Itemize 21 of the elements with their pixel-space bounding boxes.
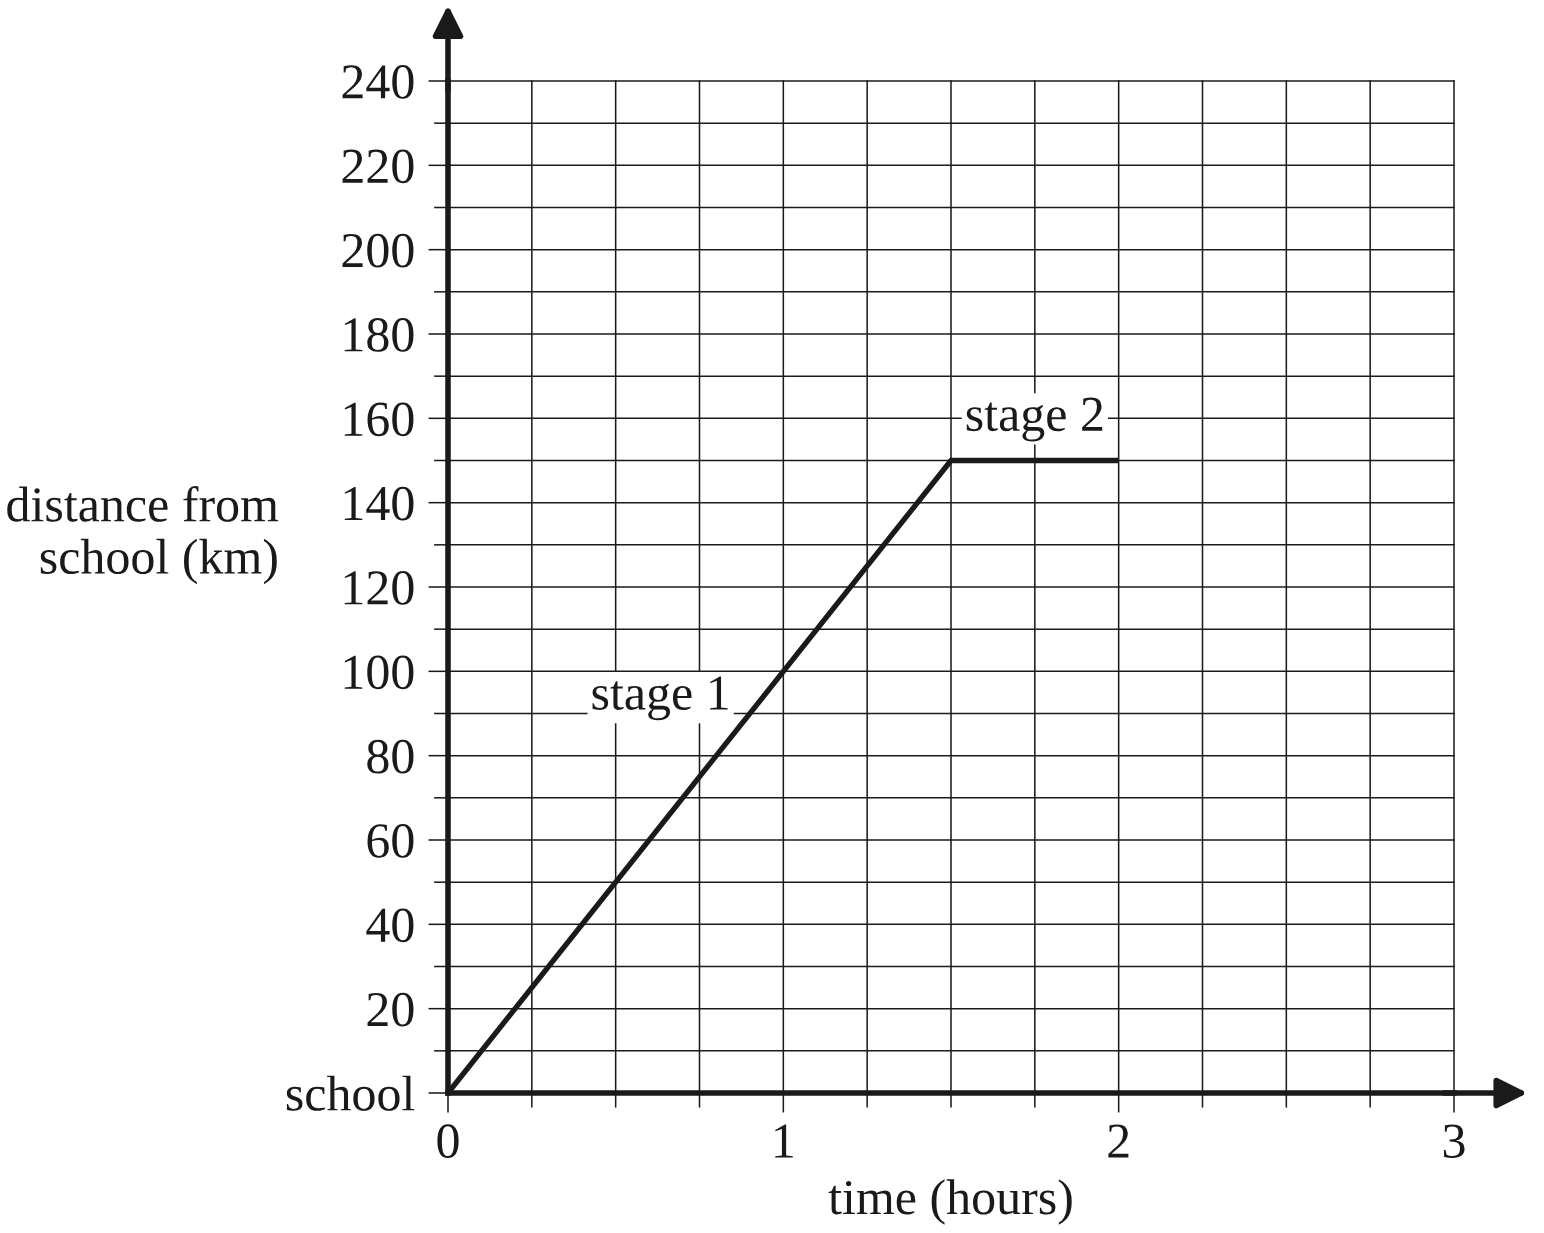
y-axis-title: distance from school (km) — [7, 486, 279, 585]
x-tick-label: 1 — [775, 1124, 793, 1158]
y-tick-label: 220 — [342, 149, 414, 184]
y-tick-label: school — [286, 1075, 415, 1111]
y-tick-label: 240 — [342, 65, 414, 99]
y-tick-label: 160 — [344, 402, 414, 437]
annotation: stage 1 — [592, 676, 728, 721]
y-tick-label: 60 — [367, 824, 414, 858]
x-tick-label: 3 — [1443, 1124, 1465, 1159]
y-tick-label: 180 — [344, 318, 414, 352]
y-tick-label: 80 — [367, 739, 414, 774]
y-tick-label: 100 — [344, 655, 414, 690]
x-tick-label: 0 — [437, 1124, 459, 1159]
x-tick-label: 2 — [1108, 1124, 1129, 1158]
y-tick-label: 20 — [367, 992, 414, 1027]
x-axis-title: time (hours) — [828, 1179, 1072, 1225]
y-tick-label: 200 — [342, 233, 414, 268]
y-tick-label: 40 — [366, 908, 414, 943]
annotation: stage 2 — [966, 397, 1103, 442]
y-tick-label: 140 — [344, 486, 414, 521]
y-tick-label: 120 — [344, 571, 414, 605]
